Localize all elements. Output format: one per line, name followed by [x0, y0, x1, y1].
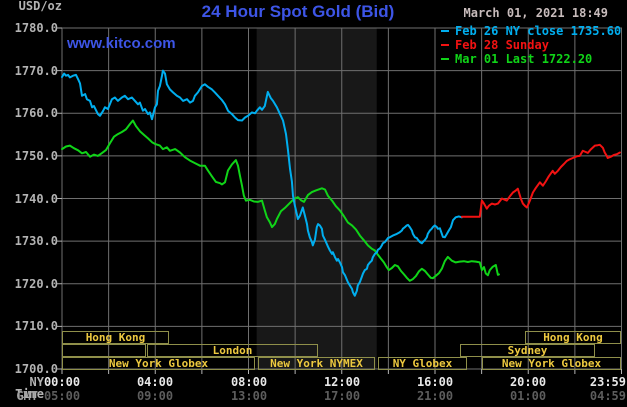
x-axis-label-ny: 12:00 [323, 375, 361, 389]
legend-label: Mar 01 Last 1722.20 [455, 52, 593, 66]
x-axis-label-gmt: 13:00 [230, 389, 268, 403]
x-axis-ny-time-label: NY Time [15, 375, 44, 401]
y-axis-unit-label: USD/oz [18, 0, 62, 13]
x-axis-label-ny: 00:00 [43, 375, 81, 389]
x-axis-label-gmt: 05:00 [43, 389, 81, 403]
y-axis-label: 1780.0 [14, 21, 58, 35]
y-axis-label: 1720.0 [14, 276, 58, 291]
page-title: 24 Hour Spot Gold (Bid) [201, 2, 395, 21]
y-axis-label: 1770.0 [14, 63, 58, 78]
session-bar-new-york-nymex: New York NYMEX [258, 357, 375, 370]
session-bar-sydney: Sydney [460, 344, 595, 357]
x-axis-label-gmt: 04:59 [589, 389, 626, 403]
y-axis-label: 1700.0 [14, 362, 58, 376]
kitco-watermark-link[interactable]: www.kitco.com [67, 35, 176, 52]
y-axis-label: 1760.0 [14, 106, 58, 121]
y-axis-label: 1710.0 [14, 319, 58, 334]
session-bar-london: London [147, 344, 318, 357]
datetime-stamp: March 01, 2021 18:49 [463, 6, 609, 20]
legend-label: Feb 28 Sunday [455, 38, 549, 52]
x-axis-gmt-label: GMT [16, 389, 38, 403]
session-bar-new-york-globex: New York Globex [62, 357, 255, 370]
session-bar-empty [62, 344, 146, 357]
series-line-feb26 [61, 69, 463, 297]
legend-dash-icon [441, 44, 449, 46]
y-axis-label: 1730.0 [14, 234, 58, 249]
x-axis-label-ny: 23:59 [589, 375, 626, 389]
x-axis-label-gmt: 09:00 [136, 389, 174, 403]
series-line-feb28 [460, 143, 621, 218]
session-bar-hong-kong: Hong Kong [525, 331, 621, 344]
legend-item: Mar 01 Last 1722.20 [441, 53, 621, 67]
x-axis-label-gmt: 01:00 [509, 389, 547, 403]
x-axis-label-ny: 20:00 [509, 375, 547, 389]
chart-legend: Feb 26 NY close 1735.60 Feb 28 Sunday Mar … [441, 25, 621, 67]
legend-item: Feb 28 Sunday [441, 39, 621, 53]
x-axis-label-ny: 04:00 [136, 375, 174, 389]
legend-dash-icon [441, 58, 449, 60]
legend-item: Feb 26 NY close 1735.60 [441, 25, 621, 39]
legend-dash-icon [441, 30, 449, 32]
session-bar-ny-globex: NY Globex [378, 357, 467, 370]
x-axis-label-ny: 08:00 [230, 375, 268, 389]
session-bar-new-york-globex: New York Globex [482, 357, 621, 370]
y-axis-label: 1740.0 [14, 191, 58, 206]
x-axis-label-gmt: 21:00 [416, 389, 454, 403]
x-axis-label-ny: 16:00 [416, 375, 454, 389]
x-axis-label-gmt: 17:00 [323, 389, 361, 403]
legend-label: Feb 26 NY close 1735.60 [455, 24, 622, 38]
session-bar-hong-kong: Hong Kong [62, 331, 169, 344]
y-axis-label: 1750.0 [14, 148, 58, 163]
